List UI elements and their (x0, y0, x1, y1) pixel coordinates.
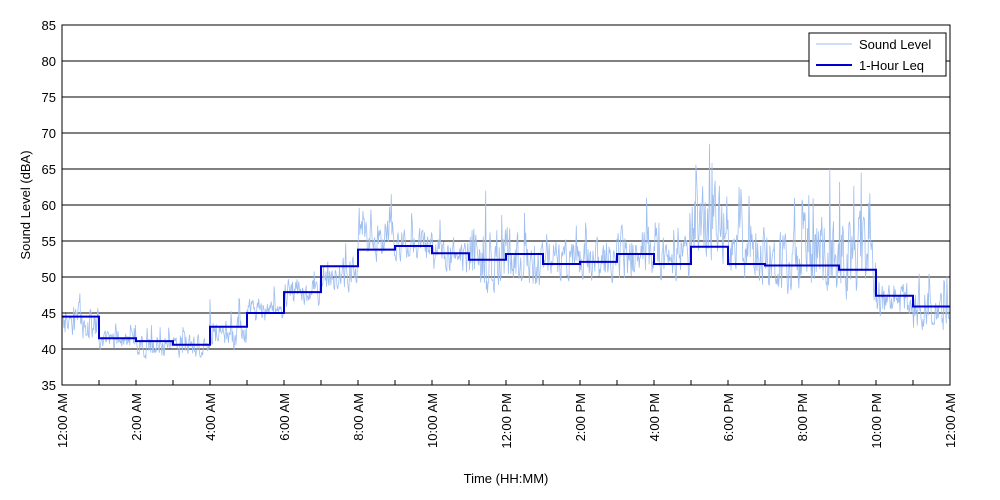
x-tick-label-12: 12:00 AM (943, 393, 958, 448)
x-tick-label-1: 2:00 AM (129, 393, 144, 441)
legend: Sound Level 1-Hour Leq (808, 32, 947, 77)
y-tick-label-5: 60 (42, 198, 56, 213)
y-tick-label-1: 40 (42, 342, 56, 357)
x-axis-ticks: 12:00 AM 2:00 AM 4:00 AM 6:00 AM 8:00 AM 10:0… (55, 380, 958, 449)
y-tick-label-9: 80 (42, 54, 56, 69)
leq-step-line (62, 245, 950, 346)
x-tick-label-3: 6:00 AM (277, 393, 292, 441)
y-tick-label-4: 55 (42, 234, 56, 249)
y-tick-label-6: 65 (42, 162, 56, 177)
y-axis-label: Sound Level (dBA) (18, 150, 33, 259)
x-tick-label-9: 6:00 PM (721, 393, 736, 441)
y-tick-label-0: 35 (42, 378, 56, 393)
legend-label-sound-level: Sound Level (859, 37, 931, 52)
y-tick-label-10: 85 (42, 18, 56, 33)
x-tick-label-8: 4:00 PM (647, 393, 662, 441)
legend-label-leq: 1-Hour Leq (859, 58, 924, 73)
x-tick-label-11: 10:00 PM (869, 393, 884, 449)
x-tick-label-10: 8:00 PM (795, 393, 810, 441)
x-tick-label-2: 4:00 AM (203, 393, 218, 441)
x-tick-label-0: 12:00 AM (55, 393, 70, 448)
x-axis-label: Time (HH:MM) (464, 471, 549, 486)
leq-series (62, 245, 950, 346)
y-tick-label-7: 70 (42, 126, 56, 141)
y-tick-label-2: 45 (42, 306, 56, 321)
x-tick-label-5: 10:00 AM (425, 393, 440, 448)
sound-level-line (61, 143, 950, 359)
gridlines (62, 60, 950, 350)
y-axis-ticks: 35 40 45 50 55 60 65 70 75 80 85 (42, 18, 67, 393)
legend-box (808, 32, 947, 77)
x-tick-label-7: 2:00 PM (573, 393, 588, 441)
sound-level-series (61, 143, 950, 359)
x-tick-label-6: 12:00 PM (499, 393, 514, 449)
x-tick-label-4: 8:00 AM (351, 393, 366, 441)
y-tick-label-8: 75 (42, 90, 56, 105)
y-tick-label-3: 50 (42, 270, 56, 285)
